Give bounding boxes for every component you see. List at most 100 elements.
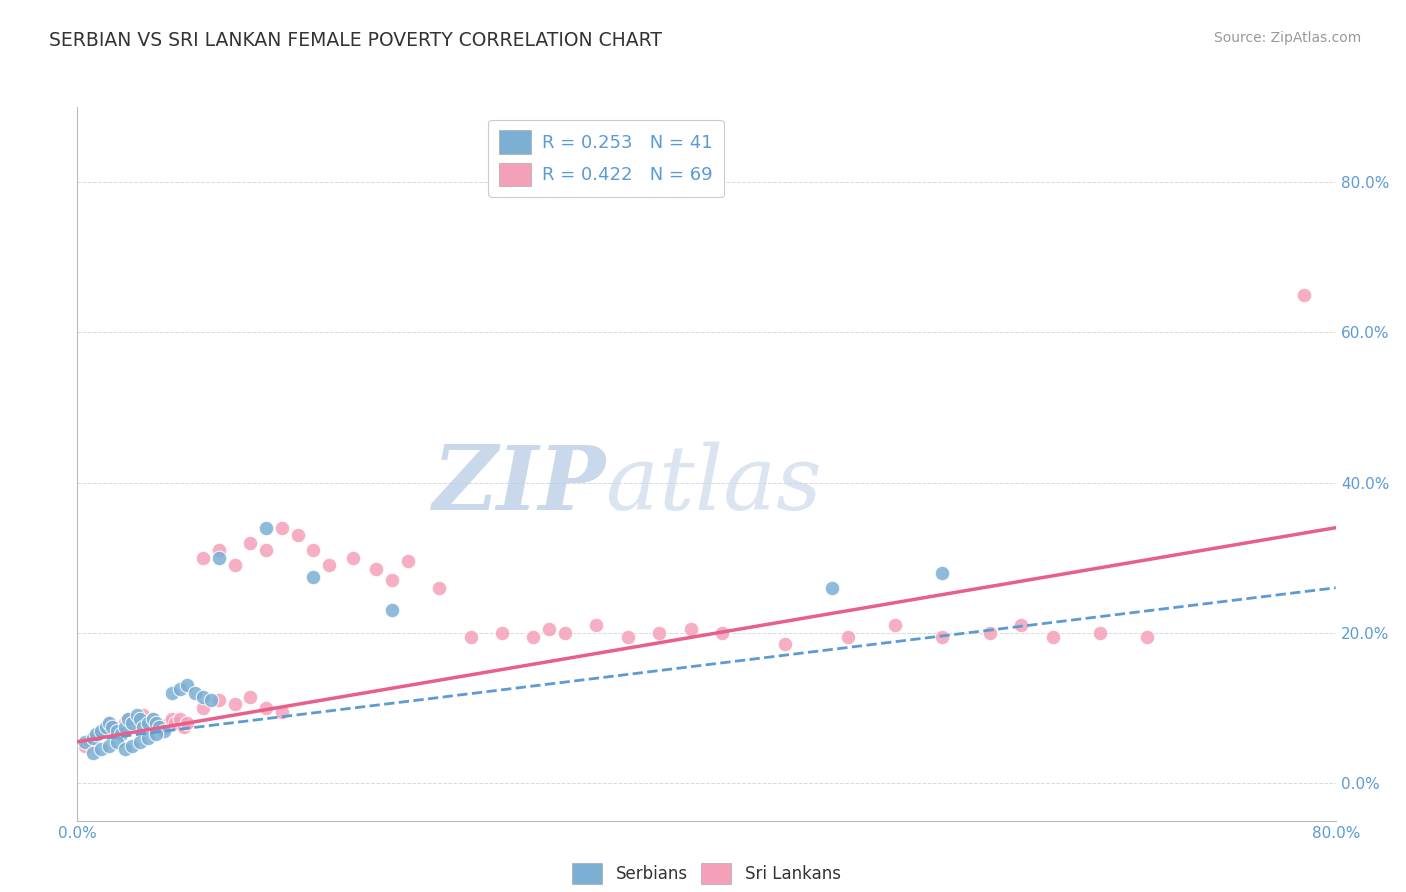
Point — [287, 528, 309, 542]
Point — [82, 746, 104, 760]
Point — [173, 720, 195, 734]
Point — [94, 720, 117, 734]
Point — [239, 690, 262, 704]
Point — [101, 720, 124, 734]
Point — [169, 682, 191, 697]
Point — [145, 716, 167, 731]
Point — [254, 701, 277, 715]
Point — [522, 630, 544, 644]
Point — [94, 720, 117, 734]
Point — [142, 712, 165, 726]
Point — [208, 693, 231, 707]
Point — [254, 521, 277, 535]
Point — [84, 727, 107, 741]
Point — [679, 622, 702, 636]
Point — [90, 723, 112, 738]
Point — [79, 735, 101, 749]
Point — [163, 716, 186, 731]
Point — [491, 625, 513, 640]
Legend: Serbians, Sri Lankans: Serbians, Sri Lankans — [565, 856, 848, 891]
Point — [117, 712, 139, 726]
Point — [460, 630, 482, 644]
Point — [191, 690, 215, 704]
Point — [821, 581, 844, 595]
Point — [82, 731, 104, 745]
Point — [648, 625, 671, 640]
Point — [160, 712, 183, 726]
Point — [97, 716, 120, 731]
Point — [121, 716, 143, 731]
Point — [884, 618, 907, 632]
Point — [191, 701, 215, 715]
Point — [114, 716, 136, 731]
Point — [931, 630, 953, 644]
Point — [132, 720, 155, 734]
Point — [121, 739, 143, 753]
Point — [302, 569, 325, 583]
Point — [318, 558, 340, 573]
Point — [239, 535, 262, 549]
Point — [979, 625, 1001, 640]
Point — [208, 550, 231, 565]
Point — [127, 708, 149, 723]
Point — [97, 716, 120, 731]
Point — [148, 720, 170, 734]
Point — [110, 720, 132, 734]
Point — [169, 712, 191, 726]
Point — [105, 723, 128, 738]
Point — [142, 712, 165, 726]
Point — [224, 558, 246, 573]
Point — [90, 723, 112, 738]
Point — [117, 712, 139, 726]
Point — [208, 543, 231, 558]
Point — [129, 712, 152, 726]
Point — [90, 742, 112, 756]
Point — [200, 693, 222, 707]
Point — [1042, 630, 1064, 644]
Point — [837, 630, 859, 644]
Point — [1088, 625, 1111, 640]
Point — [342, 550, 364, 565]
Point — [270, 705, 292, 719]
Text: Source: ZipAtlas.com: Source: ZipAtlas.com — [1213, 31, 1361, 45]
Point — [101, 720, 124, 734]
Point — [381, 603, 404, 617]
Point — [97, 739, 120, 753]
Point — [114, 742, 136, 756]
Point — [114, 720, 136, 734]
Point — [145, 727, 167, 741]
Point — [148, 720, 170, 734]
Point — [129, 712, 152, 726]
Point — [254, 543, 277, 558]
Point — [136, 716, 159, 731]
Point — [538, 622, 561, 636]
Point — [136, 731, 159, 745]
Point — [82, 731, 104, 745]
Point — [127, 720, 149, 734]
Point — [153, 723, 176, 738]
Point — [366, 562, 388, 576]
Point — [129, 735, 152, 749]
Point — [145, 716, 167, 731]
Point — [176, 678, 198, 692]
Point — [153, 720, 176, 734]
Point — [157, 716, 180, 731]
Text: SERBIAN VS SRI LANKAN FEMALE POVERTY CORRELATION CHART: SERBIAN VS SRI LANKAN FEMALE POVERTY COR… — [49, 31, 662, 50]
Text: ZIP: ZIP — [433, 442, 606, 528]
Point — [184, 686, 207, 700]
Point — [176, 716, 198, 731]
Point — [105, 723, 128, 738]
Point — [136, 716, 159, 731]
Point — [224, 697, 246, 711]
Point — [931, 566, 953, 580]
Point — [270, 521, 292, 535]
Point — [427, 581, 450, 595]
Point — [711, 625, 734, 640]
Point — [160, 686, 183, 700]
Point — [585, 618, 607, 632]
Point — [381, 574, 404, 588]
Point — [105, 735, 128, 749]
Point — [396, 554, 419, 568]
Point — [1294, 288, 1316, 302]
Point — [773, 637, 796, 651]
